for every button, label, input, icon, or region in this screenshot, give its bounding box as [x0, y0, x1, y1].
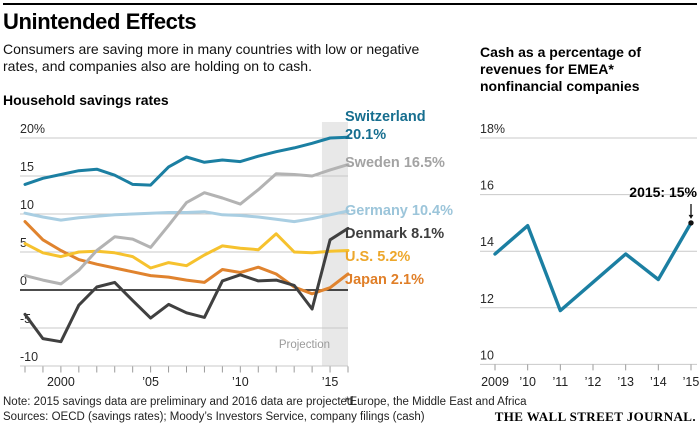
right-x-axis: 2009 ’10 ’11 ’12 ’13 ’14 ’15: [481, 364, 699, 389]
svg-text:’11: ’11: [552, 375, 568, 389]
legend-item-japan: Japan 2.1%: [345, 272, 424, 288]
legend-item-sweden: Sweden 16.5%: [345, 155, 445, 171]
svg-text:’15: ’15: [683, 375, 700, 389]
svg-text:10: 10: [480, 348, 494, 362]
series-line-denmark: [23, 226, 350, 344]
emea-cash-chart: 18% 16 14 12 10 2009 ’10 ’11 ’12 ’13 ’14 ’15: [480, 122, 699, 389]
svg-text:14: 14: [480, 235, 494, 249]
wsj-logo: THE WALL STREET JOURNAL.: [494, 409, 696, 424]
series-line-us: [23, 232, 350, 270]
svg-text:20%: 20%: [20, 122, 45, 136]
subtitle-line-2: rates, and companies also are holding on…: [3, 58, 312, 74]
top-rule: [3, 3, 697, 5]
svg-text:0: 0: [20, 274, 27, 288]
left-chart-title: Household savings rates: [3, 92, 169, 108]
svg-text:’10: ’10: [232, 375, 249, 389]
series-line-sweden: [23, 163, 350, 286]
svg-text:16: 16: [480, 179, 494, 193]
series-line-emea-cash: [493, 221, 693, 313]
legend-item-switzerland: Switzerland 20.1%: [345, 109, 426, 143]
right-y-axis: 18% 16 14 12 10: [480, 122, 697, 365]
footer-sources: Sources: OECD (savings rates); Moody’s I…: [3, 411, 425, 423]
household-savings-chart: 20% 15 10 5 0 -5 -10 2000 ’05 ’10 ’15: [20, 122, 350, 389]
svg-text:5: 5: [20, 236, 27, 250]
emea-footnote: *Europe, the Middle East and Africa: [345, 396, 527, 408]
right-chart-title-line-1: Cash as a percentage of: [480, 44, 642, 60]
svg-text:’10: ’10: [519, 375, 536, 389]
svg-text:-5: -5: [20, 312, 31, 326]
projection-label: Projection: [278, 339, 330, 351]
svg-text:2009: 2009: [481, 375, 509, 389]
left-x-axis: 2000 ’05 ’10 ’15: [24, 366, 349, 389]
cash-2015-annotation: 2015: 15%: [629, 184, 697, 200]
series-line-germany: [23, 209, 350, 224]
legend-item-denmark: Denmark 8.1%: [345, 226, 445, 242]
svg-text:’14: ’14: [650, 375, 667, 389]
svg-text:-10: -10: [20, 350, 38, 364]
data-point-dot: [688, 220, 694, 226]
series-line-japan: [23, 220, 350, 296]
legend-item-germany: Germany 10.4%: [345, 203, 454, 219]
series-line-switzerland: [23, 135, 350, 187]
annotation-arrow: [688, 204, 694, 226]
projection-band: [321, 122, 348, 366]
right-chart-title-line-2: revenues for EMEA*: [480, 61, 614, 77]
svg-text:2000: 2000: [47, 375, 75, 389]
right-chart-title-line-3: nonfinancial companies: [480, 78, 640, 94]
legend-item-us: U.S. 5.2%: [345, 249, 411, 265]
footer-note: Note: 2015 savings data are preliminary …: [3, 396, 357, 408]
svg-text:’13: ’13: [617, 375, 634, 389]
subtitle-line-1: Consumers are saving more in many countr…: [3, 41, 420, 57]
svg-text:12: 12: [480, 292, 494, 306]
svg-text:’05: ’05: [142, 375, 159, 389]
svg-text:’15: ’15: [322, 375, 339, 389]
svg-text:15: 15: [20, 160, 34, 174]
svg-text:10: 10: [20, 198, 34, 212]
page-title: Unintended Effects: [3, 9, 197, 34]
svg-text:18%: 18%: [480, 122, 505, 136]
svg-text:’12: ’12: [585, 375, 602, 389]
